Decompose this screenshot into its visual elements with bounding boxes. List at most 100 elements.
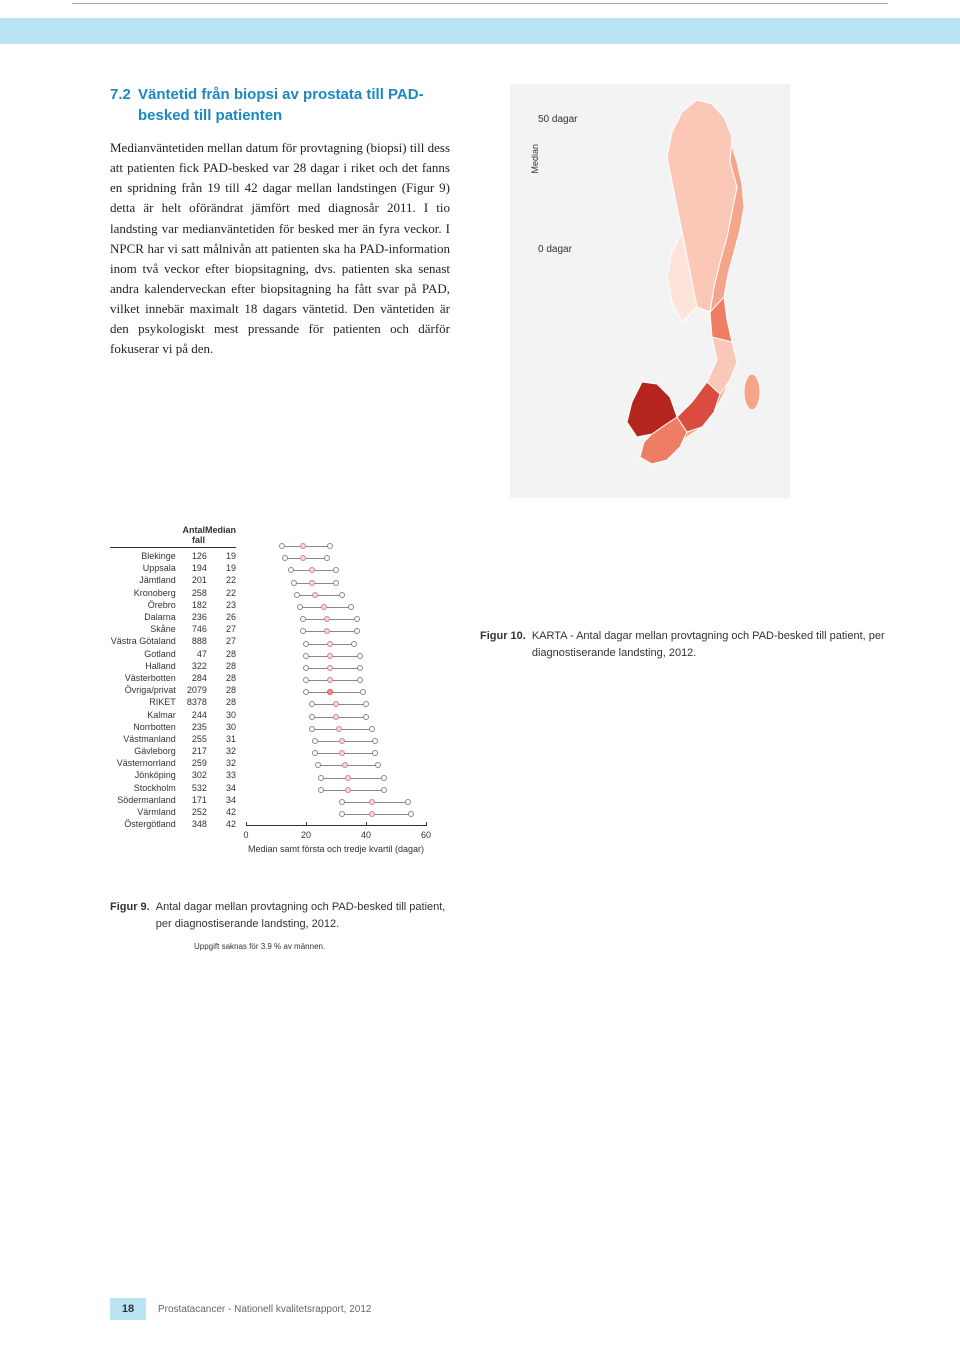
- td-name: Övriga/privat: [110, 685, 182, 695]
- td-name: Norrbotten: [110, 722, 182, 732]
- table-row: Södermanland171 34: [110, 794, 236, 806]
- th-antal: Antal fall: [176, 525, 205, 545]
- header-rule: [72, 3, 888, 4]
- chart-row: [246, 797, 450, 809]
- table-row: Östergötland34842: [110, 818, 236, 830]
- map-legend-top: 50 dagar: [538, 114, 577, 125]
- map-legend-axis: Median: [530, 144, 540, 174]
- th-median: Median: [205, 525, 236, 545]
- chart-row: [246, 553, 450, 565]
- td-antal: 126: [182, 551, 207, 561]
- td-median: 28: [211, 685, 236, 695]
- header-tab-label: 7 Väntetider: [72, 0, 137, 1]
- table-row: Stockholm53234: [110, 782, 236, 794]
- figure-9-text: Antal dagar mellan provtagning och PAD-b…: [156, 899, 450, 932]
- td-median: 34: [211, 795, 236, 805]
- td-median: 27: [211, 636, 236, 646]
- map-legend-bottom: 0 dagar: [538, 244, 572, 255]
- td-median: 42: [211, 807, 236, 817]
- td-name: Skåne: [110, 624, 182, 634]
- page-number: 18: [110, 1298, 146, 1320]
- table-row: Västernorrland25932: [110, 757, 236, 769]
- chart-row: [246, 651, 450, 663]
- td-name: Halland: [110, 661, 182, 671]
- table-row: Uppsala194 19: [110, 562, 236, 574]
- chart-x-axis: Median samt första och tredje kvartil (d…: [246, 825, 426, 855]
- chart-row: [246, 578, 450, 590]
- chart-row: [246, 541, 450, 553]
- td-name: Södermanland: [110, 795, 182, 805]
- td-median: 32: [211, 746, 236, 756]
- td-median: 23: [211, 600, 236, 610]
- table-row: Övriga/privat207928: [110, 684, 236, 696]
- td-median: 22: [211, 588, 236, 598]
- td-median: 27: [211, 624, 236, 634]
- table-row: Västra Götaland88827: [110, 635, 236, 647]
- td-antal: 252: [182, 807, 207, 817]
- td-name: Jönköping: [110, 770, 182, 780]
- td-name: Uppsala: [110, 563, 182, 573]
- page-footer: 18 Prostatacancer - Nationell kvalitetsr…: [110, 1298, 371, 1320]
- td-name: Västerbotten: [110, 673, 182, 683]
- td-name: Dalarna: [110, 612, 182, 622]
- td-median: 19: [211, 563, 236, 573]
- td-name: Jämtland: [110, 575, 182, 585]
- chart-row: [246, 736, 450, 748]
- section-title-text: Väntetid från biopsi av prostata till PA…: [138, 84, 450, 126]
- td-median: 19: [211, 551, 236, 561]
- td-antal: 259: [182, 758, 207, 768]
- section-number: 7.2: [110, 84, 138, 126]
- figure-10-text: KARTA - Antal dagar mellan provtagning o…: [532, 628, 888, 661]
- td-antal: 322: [182, 661, 207, 671]
- td-name: Västernorrland: [110, 758, 182, 768]
- td-antal: 284: [182, 673, 207, 683]
- table-row: Skåne74627: [110, 623, 236, 635]
- td-antal: 258: [182, 588, 207, 598]
- table-header-row: Antal fall Median: [110, 525, 236, 548]
- map-figure: 50 dagar Median 0 dagar: [510, 84, 790, 498]
- td-antal: 194: [182, 563, 207, 573]
- chart-row: [246, 712, 450, 724]
- chart-row: [246, 639, 450, 651]
- table-row: Gävleborg217 32: [110, 745, 236, 757]
- chart-row: [246, 699, 450, 711]
- td-median: 30: [211, 710, 236, 720]
- table-row: Västerbotten28428: [110, 672, 236, 684]
- chart-row: [246, 809, 450, 821]
- tick-label: 20: [301, 830, 311, 840]
- table-row: Värmland25242: [110, 806, 236, 818]
- chart-row: [246, 614, 450, 626]
- td-antal: 182: [182, 600, 207, 610]
- td-name: Örebro: [110, 600, 182, 610]
- table-row: Norrbotten23530: [110, 721, 236, 733]
- table-row: Örebro182 23: [110, 599, 236, 611]
- td-name: RIKET: [110, 697, 182, 707]
- table-row: Dalarna23626: [110, 611, 236, 623]
- td-name: Västmanland: [110, 734, 182, 744]
- chart-row: [246, 785, 450, 797]
- td-name: Östergötland: [110, 819, 182, 829]
- header-bar: [0, 18, 960, 44]
- td-name: Gotland: [110, 649, 182, 659]
- td-antal: 302: [182, 770, 207, 780]
- td-antal: 348: [182, 819, 207, 829]
- td-antal: 217: [182, 746, 207, 756]
- footer-text: Prostatacancer - Nationell kvalitetsrapp…: [158, 1304, 371, 1315]
- sweden-map-svg: [602, 92, 782, 490]
- td-name: Gävleborg: [110, 746, 182, 756]
- td-median: 30: [211, 722, 236, 732]
- table-row: Gotland4728: [110, 648, 236, 660]
- figure-10-caption: Figur 10. KARTA - Antal dagar mellan pro…: [480, 628, 888, 661]
- table-row: Blekinge12619: [110, 550, 236, 562]
- td-name: Kronoberg: [110, 588, 182, 598]
- td-antal: 888: [182, 636, 207, 646]
- td-antal: 244: [182, 710, 207, 720]
- td-antal: 532: [182, 783, 207, 793]
- table-row: Västmanland25531: [110, 733, 236, 745]
- td-antal: 47: [182, 649, 207, 659]
- figure-10-label: Figur 10.: [480, 628, 526, 661]
- table-row: Jämtland20122: [110, 574, 236, 586]
- td-antal: 255: [182, 734, 207, 744]
- section-body: Medianväntetiden mellan datum för provta…: [110, 138, 450, 360]
- td-antal: 171: [182, 795, 207, 805]
